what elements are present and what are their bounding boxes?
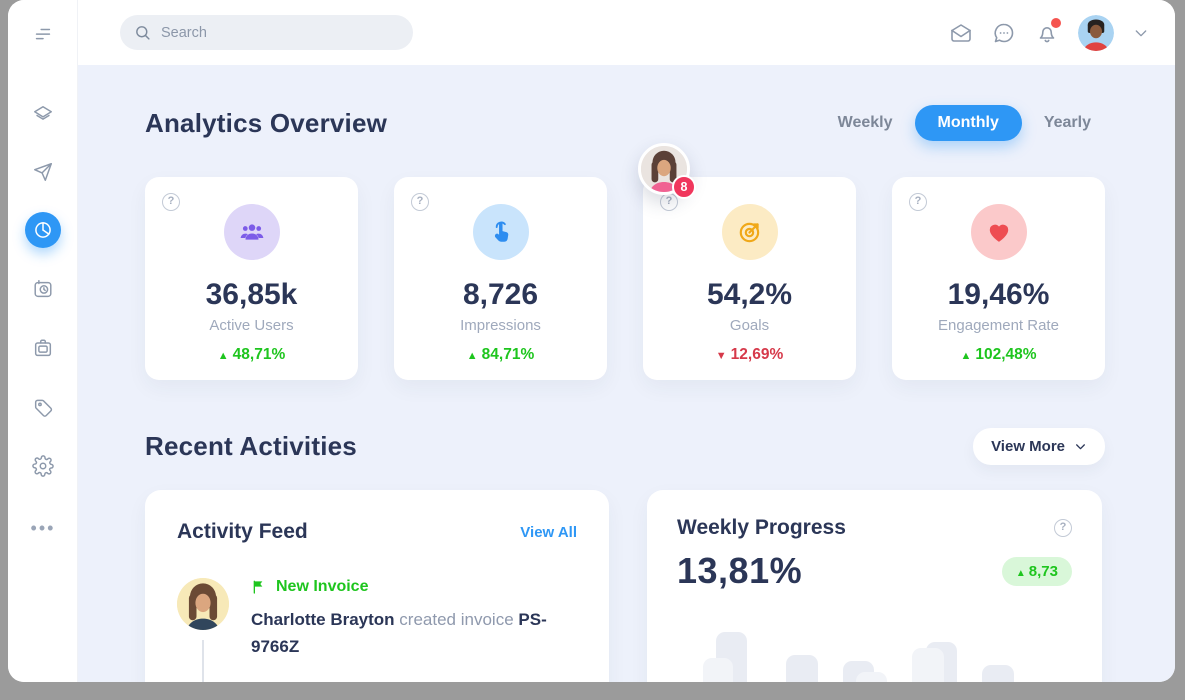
- activity-feed-card: Activity Feed View All New Invoice: [145, 490, 609, 682]
- stat-label: Impressions: [460, 317, 541, 334]
- help-icon[interactable]: ?: [162, 193, 180, 211]
- floating-avatar[interactable]: 8: [638, 143, 696, 199]
- avatar: [638, 143, 690, 195]
- trend-up-icon: ▲: [466, 350, 478, 362]
- progress-bar: [982, 665, 1014, 682]
- activity-description: Charlotte Brayton created invoice PS-976…: [251, 610, 547, 656]
- progress-bar: [843, 661, 874, 682]
- trend-up-icon: ▲: [1015, 567, 1026, 579]
- users-icon: [223, 204, 280, 260]
- period-tabs: Weekly Monthly Yearly: [824, 105, 1105, 141]
- trend-up-icon: ▲: [960, 350, 972, 362]
- weekly-progress-title: Weekly Progress: [677, 516, 846, 539]
- search-input[interactable]: [161, 24, 381, 41]
- chevron-down-icon: [1076, 444, 1085, 450]
- search-bar[interactable]: [120, 15, 413, 50]
- page-title: Analytics Overview: [145, 107, 388, 138]
- flag-icon: [253, 580, 263, 594]
- activity-feed-title: Activity Feed: [177, 520, 308, 543]
- avatar: [177, 578, 229, 630]
- stat-card-active-users[interactable]: ? 36,85k Active Users ▲ 48,71%: [145, 177, 358, 380]
- view-all-link[interactable]: View All: [520, 523, 577, 541]
- main-content: Analytics Overview Weekly Monthly Yearly…: [78, 65, 1175, 682]
- tab-weekly[interactable]: Weekly: [837, 114, 893, 131]
- progress-bar: [912, 648, 944, 682]
- stat-value: 54,2%: [706, 278, 793, 311]
- app-window: •••: [8, 0, 1175, 682]
- progress-bar: [716, 632, 747, 682]
- weekly-progress-value: 13,81%: [677, 550, 803, 591]
- notification-dot: [1051, 17, 1061, 28]
- stat-value: 36,85k: [205, 278, 298, 311]
- help-icon[interactable]: ?: [411, 193, 429, 211]
- stat-change: ▲ 102,48%: [960, 346, 1037, 363]
- settings-icon[interactable]: [30, 453, 56, 479]
- stat-label: Goals: [729, 317, 770, 334]
- timeline-connector: [202, 640, 204, 682]
- layers-icon[interactable]: [30, 102, 56, 128]
- view-more-button[interactable]: View More: [973, 428, 1105, 465]
- progress-bar: [786, 655, 818, 682]
- help-icon[interactable]: ?: [1054, 519, 1072, 537]
- stat-cards: ? 36,85k Active Users ▲ 48,71% ? 8,726 Im…: [145, 177, 1105, 380]
- search-icon: [136, 26, 150, 40]
- briefcase-icon[interactable]: [30, 335, 56, 361]
- calendar-icon[interactable]: [30, 276, 56, 302]
- bell-icon[interactable]: [1035, 17, 1061, 45]
- user-avatar[interactable]: [1078, 14, 1114, 51]
- weekly-progress-change-badge: ▲ 8,73: [1001, 556, 1072, 586]
- section-title-recent-activities: Recent Activities: [145, 431, 357, 461]
- actor-name: Charlotte Brayton: [251, 610, 395, 629]
- pie-chart-icon[interactable]: [25, 212, 61, 248]
- trend-up-icon: ▲: [217, 350, 229, 362]
- stat-change: ▲ 48,71%: [217, 346, 286, 363]
- menu-icon[interactable]: [30, 22, 56, 48]
- stat-change: ▼ 12,69%: [715, 346, 784, 363]
- stat-card-engagement[interactable]: ? 19,46% Engagement Rate ▲ 102,48%: [892, 177, 1105, 380]
- stat-label: Active Users: [209, 317, 294, 334]
- stat-value: 19,46%: [947, 278, 1050, 311]
- activity-type: New Invoice: [276, 578, 369, 595]
- progress-bar: [703, 658, 733, 682]
- sidebar: •••: [8, 0, 78, 682]
- tab-monthly[interactable]: Monthly: [914, 105, 1022, 141]
- mail-icon[interactable]: [949, 21, 973, 45]
- progress-bar: [856, 672, 887, 682]
- stat-label: Engagement Rate: [938, 317, 1059, 334]
- more-icon[interactable]: •••: [30, 518, 56, 538]
- progress-bar: [926, 642, 957, 682]
- stat-value: 8,726: [462, 278, 539, 311]
- weekly-progress-card: Weekly Progress ? 13,81% ▲ 8,73: [647, 490, 1102, 682]
- tab-yearly[interactable]: Yearly: [1043, 114, 1091, 131]
- send-icon[interactable]: [30, 159, 56, 185]
- heart-icon: [970, 204, 1027, 260]
- invoice-number: PS-9766Z: [251, 610, 547, 656]
- topbar: [78, 0, 1175, 65]
- status-badge: 8: [672, 175, 696, 199]
- trend-down-icon: ▼: [715, 350, 727, 362]
- tap-icon: [472, 204, 529, 260]
- stat-card-impressions[interactable]: ? 8,726 Impressions ▲ 84,71%: [394, 177, 607, 380]
- stat-change: ▲ 84,71%: [466, 346, 535, 363]
- help-icon[interactable]: ?: [909, 193, 927, 211]
- chat-icon[interactable]: [992, 21, 1016, 45]
- tag-icon[interactable]: [30, 394, 56, 420]
- list-item[interactable]: New Invoice Charlotte Brayton created in…: [177, 578, 577, 682]
- chevron-down-icon[interactable]: [1133, 25, 1149, 41]
- target-icon: [721, 204, 778, 260]
- stat-card-goals[interactable]: ? 54,2% Goals ▼ 12,69%: [643, 177, 856, 380]
